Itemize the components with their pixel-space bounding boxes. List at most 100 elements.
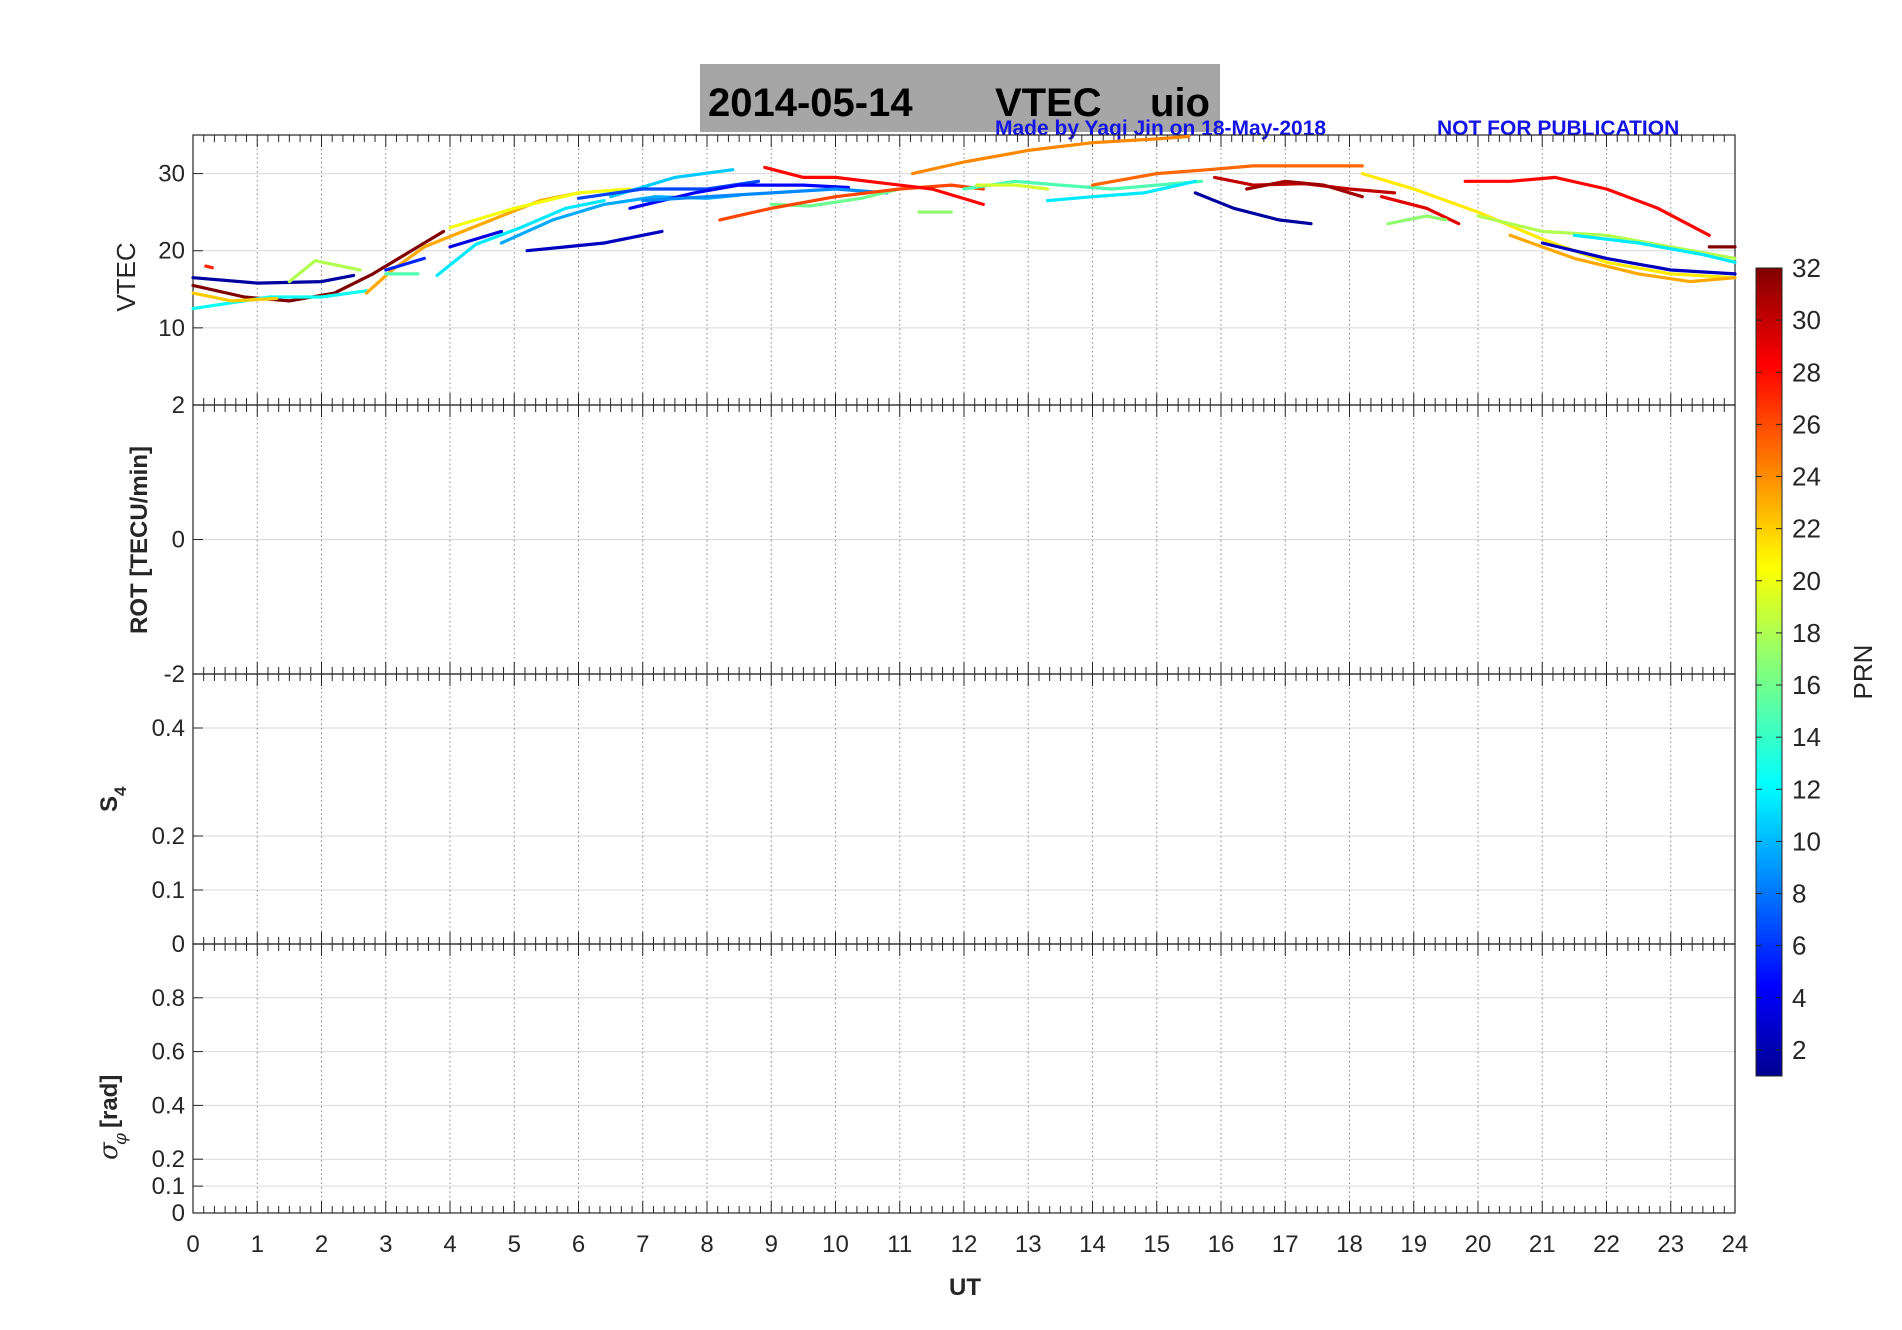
x-tick-label: 16 [1208, 1231, 1235, 1258]
vtec-series-prn-12 [1572, 233, 1737, 264]
panel-vtec: 10 20 30 [158, 134, 1737, 406]
colorbar-ticks: 32 30 28 26 24 22 20 18 16 14 12 10 8 6 4 2 [1756, 253, 1821, 1065]
colorbar-tick-label: 16 [1792, 670, 1821, 700]
x-tick-label: 8 [700, 1231, 713, 1258]
colorbar-tick-label: 4 [1792, 983, 1806, 1013]
vtec-series-prn-9 [641, 187, 889, 203]
vtec-series-prn-3 [1540, 241, 1737, 276]
x-tick-label: 7 [636, 1231, 649, 1258]
sigphi-ylabel: σ φ [rad] [94, 1075, 131, 1160]
rot-y-tick-label: 0 [172, 527, 185, 554]
x-tick-label: 18 [1336, 1231, 1363, 1258]
x-tick-label: 2 [315, 1231, 328, 1258]
vtec-series-prn-4 [448, 229, 503, 249]
vtec-series-prn-22 [191, 291, 279, 303]
x-tick-label: 14 [1079, 1231, 1106, 1258]
vtec-y-tick-label: 20 [158, 238, 185, 265]
vtec-ylabel: VTEC [111, 242, 141, 311]
title-date: 2014-05-14 [708, 81, 913, 125]
x-axis-label: UT [949, 1274, 981, 1301]
vtec-y-tick-label: 10 [158, 315, 185, 342]
s4-y-tick-label: 0.1 [152, 877, 185, 904]
svg-text:4: 4 [111, 786, 130, 796]
colorbar-tick-label: 18 [1792, 618, 1821, 648]
sigphi-y-tick-label: 0.6 [152, 1039, 185, 1066]
vtec-series-prn-23 [1508, 233, 1737, 284]
x-tick-label: 4 [443, 1231, 456, 1258]
vtec-series-prn-18 [287, 259, 362, 284]
vtec-series-prn-20 [448, 187, 632, 230]
vtec-series-prn-30 [1212, 175, 1397, 195]
sigphi-y-tick-label: 0.2 [152, 1146, 185, 1173]
rot-y-tick-label: -2 [164, 661, 185, 688]
vtec-series-prn-15 [962, 179, 1204, 191]
vtec-series-prn-27 [204, 264, 214, 270]
colorbar-label: PRN [1848, 645, 1878, 700]
colorbar-tick-label: 32 [1792, 253, 1821, 283]
notice-text: NOT FOR PUBLICATION [1437, 117, 1679, 140]
x-tick-label: 20 [1465, 1231, 1492, 1258]
colorbar-tick-label: 28 [1792, 357, 1821, 387]
panel-s4: 0 0.1 0.2 0.4 [152, 673, 1736, 958]
x-tick-label: 24 [1722, 1231, 1749, 1258]
vtec-series-prn-28 [763, 165, 985, 206]
x-tick-label: 21 [1529, 1231, 1556, 1258]
vtec-series-prn-25 [1090, 164, 1364, 187]
colorbar-tick-label: 22 [1792, 514, 1821, 544]
x-tick-label: 9 [765, 1231, 778, 1258]
colorbar-tick-label: 10 [1792, 826, 1821, 856]
credit-text: Made by Yaqi Jin on 18-May-2018 [995, 117, 1326, 140]
vtec-series-prn-29 [1379, 195, 1461, 226]
x-tick-label: 17 [1272, 1231, 1299, 1258]
title-quantity: VTEC [995, 81, 1102, 125]
s4-y-tick-label: 0 [172, 931, 185, 958]
sigphi-y-tick-label: 0.4 [152, 1092, 185, 1119]
x-tick-label: 15 [1143, 1231, 1170, 1258]
sigphi-y-tick-label: 0.8 [152, 985, 185, 1012]
x-tick-label: 22 [1593, 1231, 1620, 1258]
colorbar-tick-label: 6 [1792, 931, 1806, 961]
colorbar-tick-label: 24 [1792, 462, 1821, 492]
vtec-series-prn-12 [435, 199, 606, 277]
vtec-series-prn-23 [364, 191, 581, 295]
vtec-series-prn-24 [910, 134, 1191, 176]
vtec-series-prn-18 [1476, 214, 1737, 260]
x-tick-label: 12 [951, 1231, 978, 1258]
vtec-series-prn-32 [191, 229, 446, 303]
rot-y-tick-label: 2 [172, 392, 185, 419]
title-station: uio [1150, 81, 1210, 125]
colorbar-tick-label: 8 [1792, 879, 1806, 909]
panel-sigphi: 00.10.20.40.60.80 1 2 3 4 5 6 7 8 9 10 11 12 13 14 15 16… [152, 943, 1749, 1258]
sigphi-y-tick-label: 0 [172, 1200, 185, 1227]
vtec-y-tick-label: 30 [158, 161, 185, 188]
s4-ylabel: S 4 [96, 786, 130, 812]
colorbar-tick-label: 20 [1792, 566, 1821, 596]
x-tick-label: 5 [508, 1231, 521, 1258]
x-tick-label: 6 [572, 1231, 585, 1258]
colorbar-tick-label: 2 [1792, 1035, 1806, 1065]
sigphi-y-tick-label: 0.1 [152, 1173, 185, 1200]
colorbar-tick-label: 30 [1792, 305, 1821, 335]
colorbar-tick-label: 14 [1792, 722, 1821, 752]
vtec-series-prn-13 [191, 289, 369, 311]
svg-text:σ: σ [94, 1141, 124, 1160]
rot-ylabel: ROT [TECU/min] [126, 446, 153, 634]
svg-text:[rad]: [rad] [96, 1075, 123, 1128]
vtec-series-prn-2 [1193, 191, 1313, 226]
x-tick-label: 1 [251, 1231, 264, 1258]
s4-y-tick-label: 0.2 [152, 823, 185, 850]
colorbar [1755, 267, 1783, 1077]
svg-text:S: S [96, 796, 123, 812]
title-box [700, 64, 1220, 132]
colorbar-tick-label: 12 [1792, 774, 1821, 804]
vtec-series-prn-19 [975, 183, 1050, 191]
svg-text:φ: φ [111, 1133, 131, 1145]
vtec-series-prn-3 [525, 229, 664, 253]
vtec-series-prn-21 [1360, 172, 1737, 280]
x-tick-label: 10 [822, 1231, 849, 1258]
x-tick-label: 19 [1400, 1231, 1427, 1258]
vtec-series-prn-31 [1245, 179, 1364, 199]
x-tick-label: 23 [1657, 1231, 1684, 1258]
x-tick-label: 11 [887, 1231, 912, 1258]
